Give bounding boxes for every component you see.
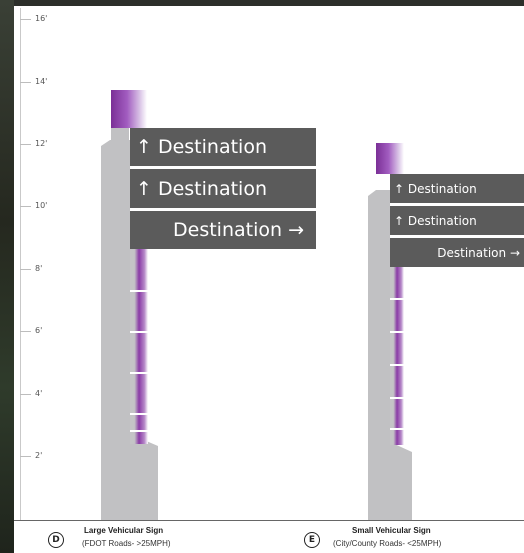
ruler-tick <box>20 206 31 207</box>
sign-e-panel-1: ↑ Destination <box>390 174 524 203</box>
background-top <box>0 0 524 6</box>
sign-e-badge: E <box>304 532 320 548</box>
sign-d-band <box>130 430 148 432</box>
ruler-tick <box>20 331 31 332</box>
sign-d-subtitle: (FDOT Roads- >25MPH) <box>82 539 171 548</box>
sign-d-post <box>101 140 158 522</box>
sign-d-panel-3: Destination → <box>130 211 316 249</box>
ruler-tick <box>20 19 31 20</box>
sign-d-band <box>130 413 148 415</box>
sign-d-badge: D <box>48 532 64 548</box>
sign-e-band <box>390 298 404 300</box>
height-ruler <box>20 8 21 520</box>
caption-strip <box>14 521 524 553</box>
sign-e-post-accent <box>390 267 404 445</box>
sign-d-band <box>130 331 148 333</box>
ruler-label-2: 2' <box>35 451 43 460</box>
ruler-label-16: 16' <box>35 14 48 23</box>
ruler-tick <box>20 144 31 145</box>
ground-line <box>14 520 524 521</box>
sign-e-panel-2: ↑ Destination <box>390 206 524 235</box>
sign-e-band <box>390 364 404 366</box>
sign-e-subtitle: (City/County Roads- <25MPH) <box>333 539 442 548</box>
sign-d-panel-2: ↑ Destination <box>130 169 316 208</box>
ruler-label-12: 12' <box>35 139 48 148</box>
sign-d-panel-1: ↑ Destination <box>130 128 316 166</box>
sign-e-panel-3: Destination → <box>390 238 524 267</box>
sign-e-band <box>390 428 404 430</box>
sign-d-band <box>130 372 148 374</box>
ruler-label-8: 8' <box>35 264 43 273</box>
ruler-label-6: 6' <box>35 326 43 335</box>
ruler-tick <box>20 82 31 83</box>
sign-d-title: Large Vehicular Sign <box>84 526 164 535</box>
sign-e-band <box>390 331 404 333</box>
sign-d-top-accent <box>111 90 147 128</box>
ruler-tick <box>20 456 31 457</box>
ruler-label-10: 10' <box>35 201 48 210</box>
ruler-tick <box>20 269 31 270</box>
sign-e-title: Small Vehicular Sign <box>352 526 431 535</box>
background-left <box>0 0 14 553</box>
sign-d-band <box>130 290 148 292</box>
ruler-tick <box>20 394 31 395</box>
sign-d-post-accent <box>130 249 148 444</box>
ruler-label-4: 4' <box>35 389 43 398</box>
ruler-label-14: 14' <box>35 77 48 86</box>
sign-e-band <box>390 397 404 399</box>
sign-e-top-accent <box>376 143 404 174</box>
